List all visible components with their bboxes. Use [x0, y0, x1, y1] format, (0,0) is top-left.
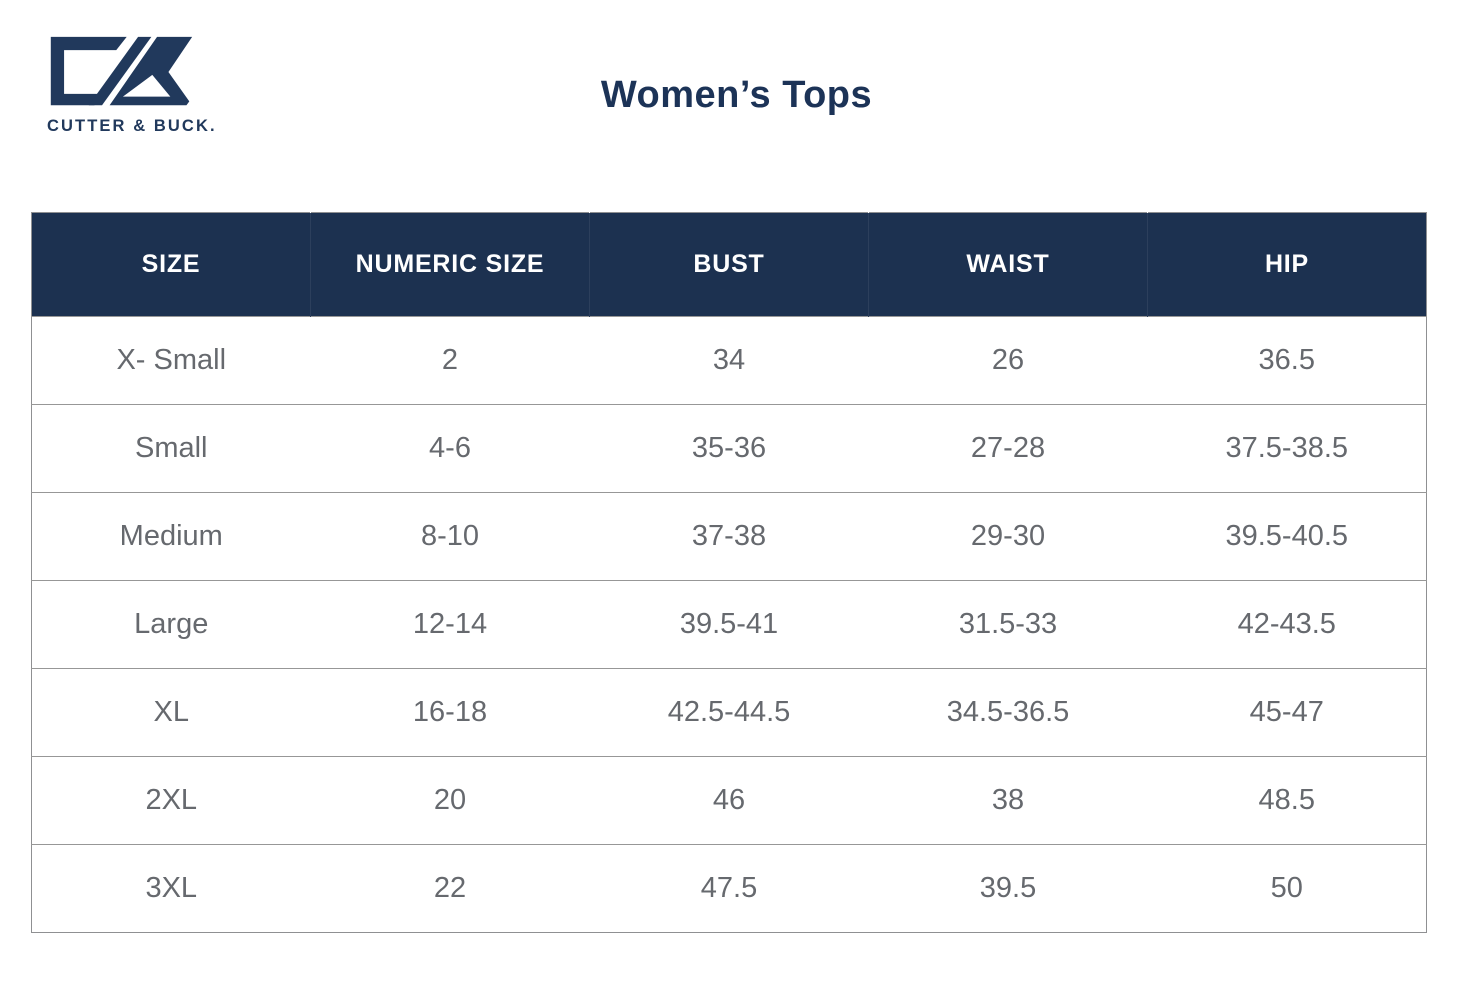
- table-cell: 8-10: [310, 492, 590, 581]
- table-cell: 2XL: [31, 756, 311, 845]
- table-cell: 2: [310, 316, 590, 405]
- table-cell: Small: [31, 404, 311, 493]
- table-cell: 16-18: [310, 668, 590, 757]
- page-title: Women’s Tops: [600, 74, 873, 116]
- table-cell: 37-38: [589, 492, 869, 581]
- table-cell: XL: [31, 668, 311, 757]
- table-cell: 35-36: [589, 404, 869, 493]
- table-cell: 47.5: [589, 844, 869, 933]
- table-cell: 37.5-38.5: [1147, 404, 1427, 493]
- table-cell: 3XL: [31, 844, 311, 933]
- column-header-hip: HIP: [1147, 212, 1427, 317]
- cutter-buck-logo-icon: [50, 36, 193, 106]
- table-cell: 39.5-41: [589, 580, 869, 669]
- table-cell: 39.5-40.5: [1147, 492, 1427, 581]
- table-cell: 20: [310, 756, 590, 845]
- table-cell: 12-14: [310, 580, 590, 669]
- table-header-row: SIZE NUMERIC SIZE BUST WAIST HIP: [31, 212, 1427, 317]
- table-cell: 36.5: [1147, 316, 1427, 405]
- column-header-waist: WAIST: [868, 212, 1148, 317]
- table-cell: 38: [868, 756, 1148, 845]
- table-cell: 26: [868, 316, 1148, 405]
- table-header: SIZE NUMERIC SIZE BUST WAIST HIP: [31, 212, 1427, 317]
- column-header-bust: BUST: [589, 212, 869, 317]
- column-header-numeric-size: NUMERIC SIZE: [310, 212, 590, 317]
- table-cell: 29-30: [868, 492, 1148, 581]
- table-row: Medium 8-10 37-38 29-30 39.5-40.5: [31, 492, 1427, 581]
- table-cell: 42.5-44.5: [589, 668, 869, 757]
- table-cell: 34.5-36.5: [868, 668, 1148, 757]
- table-row: Small 4-6 35-36 27-28 37.5-38.5: [31, 404, 1427, 493]
- table-cell: 42-43.5: [1147, 580, 1427, 669]
- table-cell: 27-28: [868, 404, 1148, 493]
- table-cell: 48.5: [1147, 756, 1427, 845]
- table-cell: 34: [589, 316, 869, 405]
- table-cell: 31.5-33: [868, 580, 1148, 669]
- brand-wordmark: CUTTER & BUCK.: [47, 117, 217, 135]
- table-cell: 45-47: [1147, 668, 1427, 757]
- table-row: Large 12-14 39.5-41 31.5-33 42-43.5: [31, 580, 1427, 669]
- column-header-size: SIZE: [31, 212, 311, 317]
- size-chart-table: SIZE NUMERIC SIZE BUST WAIST HIP X- Smal…: [31, 212, 1427, 933]
- table-cell: Large: [31, 580, 311, 669]
- table-row: 2XL 20 46 38 48.5: [31, 756, 1427, 845]
- table-cell: Medium: [31, 492, 311, 581]
- table-body: X- Small 2 34 26 36.5 Small 4-6 35-36 27-28 37.5-…: [31, 316, 1427, 933]
- table-cell: X- Small: [31, 316, 311, 405]
- table-row: X- Small 2 34 26 36.5: [31, 316, 1427, 405]
- table-row: 3XL 22 47.5 39.5 50: [31, 844, 1427, 933]
- table-cell: 22: [310, 844, 590, 933]
- brand-logo: CUTTER & BUCK.: [47, 36, 217, 136]
- table-cell: 4-6: [310, 404, 590, 493]
- table-cell: 46: [589, 756, 869, 845]
- table-cell: 50: [1147, 844, 1427, 933]
- table-cell: 39.5: [868, 844, 1148, 933]
- table-row: XL 16-18 42.5-44.5 34.5-36.5 45-47: [31, 668, 1427, 757]
